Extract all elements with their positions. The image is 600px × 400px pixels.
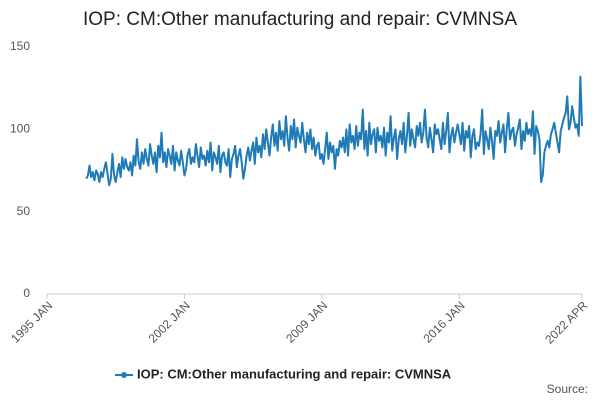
source: Source: <box>547 382 588 396</box>
y-tick-label: 50 <box>17 204 31 218</box>
x-tick-label: 2022 APR <box>542 298 590 346</box>
line-series <box>85 75 583 187</box>
y-tick-label: 100 <box>10 122 30 136</box>
legend-marker <box>121 372 127 378</box>
x-tick-label: 2009 JAN <box>283 298 330 345</box>
chart-title: IOP: CM:Other manufacturing and repair: … <box>83 9 517 30</box>
legend-label: IOP: CM:Other manufacturing and repair: … <box>137 366 452 381</box>
y-tick-label: 0 <box>23 286 30 300</box>
x-tick-label: 2002 JAN <box>146 298 193 345</box>
y-tick-label: 150 <box>10 39 30 53</box>
x-tick-label: 2016 JAN <box>420 298 467 345</box>
x-tick-label: 1995 JAN <box>8 298 55 345</box>
